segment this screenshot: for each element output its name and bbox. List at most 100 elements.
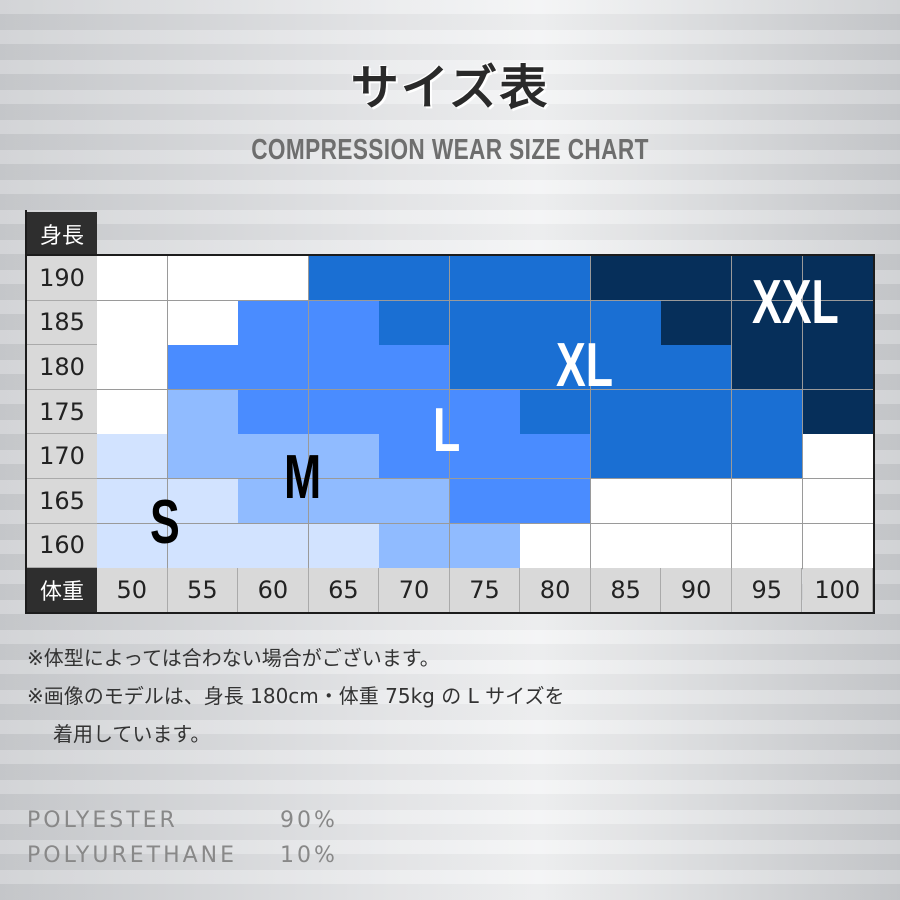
- weight-tick-label: 100: [802, 568, 874, 613]
- size-cell-xl: [449, 345, 521, 391]
- size-cell-none: [590, 479, 662, 525]
- size-cell-s: [308, 523, 380, 569]
- size-cell-xl: [661, 389, 733, 435]
- size-cell-l: [379, 345, 451, 391]
- size-cell-m: [238, 479, 310, 525]
- size-cell-s: [97, 479, 169, 525]
- height-tick-label: 190: [27, 256, 97, 301]
- size-cell-none: [590, 523, 662, 569]
- size-label-s: S: [150, 488, 180, 557]
- size-cell-m: [308, 434, 380, 480]
- size-cell-xl: [379, 300, 451, 346]
- size-cell-xl: [379, 256, 451, 302]
- size-cell-l: [238, 300, 310, 346]
- size-cell-m: [167, 434, 239, 480]
- height-tick-label: 170: [27, 434, 97, 479]
- weight-tick-label: 60: [238, 568, 309, 613]
- model-note: ※画像のモデルは、身長 180cm・体重 75kg の L サイズを: [27, 684, 565, 708]
- size-cell-m: [308, 479, 380, 525]
- size-cell-l: [308, 300, 380, 346]
- size-cell-none: [731, 479, 803, 525]
- size-cell-m: [379, 523, 451, 569]
- size-cell-s: [238, 523, 310, 569]
- size-cell-xxl: [802, 389, 874, 435]
- height-tick-label: 175: [27, 389, 97, 435]
- height-tick-label: 180: [27, 345, 97, 390]
- size-cell-xl: [449, 300, 521, 346]
- size-cell-l: [449, 389, 521, 435]
- size-cell-xxl: [731, 345, 803, 391]
- weight-tick-label: 95: [731, 568, 803, 613]
- size-cell-xxl: [590, 256, 662, 302]
- page-subtitle: COMPRESSION WEAR SIZE CHART: [251, 134, 649, 166]
- size-cell-s: [167, 523, 239, 569]
- size-cell-xl: [520, 300, 592, 346]
- height-tick-label: 160: [27, 523, 97, 569]
- size-cell-l: [238, 389, 310, 435]
- size-cell-xxl: [731, 256, 803, 302]
- size-cell-s: [97, 523, 169, 569]
- size-cell-xl: [590, 434, 662, 480]
- size-cell-l: [167, 345, 239, 391]
- weight-tick-label: 65: [308, 568, 380, 613]
- size-cell-xl: [590, 389, 662, 435]
- size-label-m: M: [284, 443, 322, 512]
- size-cell-none: [167, 300, 239, 346]
- size-cell-l: [520, 479, 592, 525]
- page-title: サイズ表: [350, 60, 550, 116]
- size-cell-l: [379, 434, 451, 480]
- height-axis-label: 身長: [27, 212, 97, 263]
- size-cell-xl: [590, 345, 662, 391]
- material-percent: 10%: [280, 843, 338, 868]
- weight-tick-label: 50: [97, 568, 168, 613]
- size-cell-l: [308, 389, 380, 435]
- size-cell-xl: [520, 389, 592, 435]
- model-note-cont: 着用しています。: [53, 722, 211, 746]
- size-cell-none: [97, 345, 169, 391]
- fit-note: ※体型によっては合わない場合がございます。: [27, 646, 440, 670]
- weight-tick-label: 70: [379, 568, 450, 613]
- size-cell-none: [731, 523, 803, 569]
- size-cell-xl: [520, 256, 592, 302]
- material-name: POLYESTER: [27, 808, 178, 833]
- size-cell-m: [379, 479, 451, 525]
- weight-tick-label: 75: [449, 568, 521, 613]
- size-cell-none: [802, 479, 874, 525]
- size-cell-xl: [661, 434, 733, 480]
- size-cell-l: [379, 389, 451, 435]
- size-cell-xxl: [802, 256, 874, 302]
- size-cell-xl: [731, 434, 803, 480]
- size-cell-none: [661, 479, 733, 525]
- size-cell-xl: [520, 345, 592, 391]
- size-cell-s: [97, 434, 169, 480]
- size-cell-xl: [449, 256, 521, 302]
- size-cell-s: [167, 479, 239, 525]
- size-cell-xl: [590, 300, 662, 346]
- weight-tick-label: 85: [590, 568, 662, 613]
- size-cell-xxl: [661, 300, 733, 346]
- size-cell-none: [97, 256, 169, 302]
- size-label-l: L: [433, 396, 461, 465]
- size-cell-m: [238, 434, 310, 480]
- size-cell-l: [449, 434, 521, 480]
- size-cell-none: [520, 523, 592, 569]
- size-cell-xxl: [802, 300, 874, 346]
- size-cell-none: [238, 256, 310, 302]
- size-cell-l: [520, 434, 592, 480]
- size-cell-l: [308, 345, 380, 391]
- material-percent: 90%: [280, 808, 338, 833]
- size-cell-xl: [661, 345, 733, 391]
- height-tick-label: 165: [27, 479, 97, 524]
- size-cell-xl: [308, 256, 380, 302]
- size-cell-xxl: [661, 256, 733, 302]
- size-cell-none: [167, 256, 239, 302]
- size-cell-none: [97, 389, 169, 435]
- weight-tick-label: 80: [520, 568, 591, 613]
- size-cell-none: [661, 523, 733, 569]
- height-tick-label: 185: [27, 300, 97, 346]
- size-cell-l: [449, 479, 521, 525]
- size-cell-xxl: [731, 300, 803, 346]
- size-cell-m: [167, 389, 239, 435]
- size-cell-none: [97, 300, 169, 346]
- weight-tick-label: 90: [661, 568, 732, 613]
